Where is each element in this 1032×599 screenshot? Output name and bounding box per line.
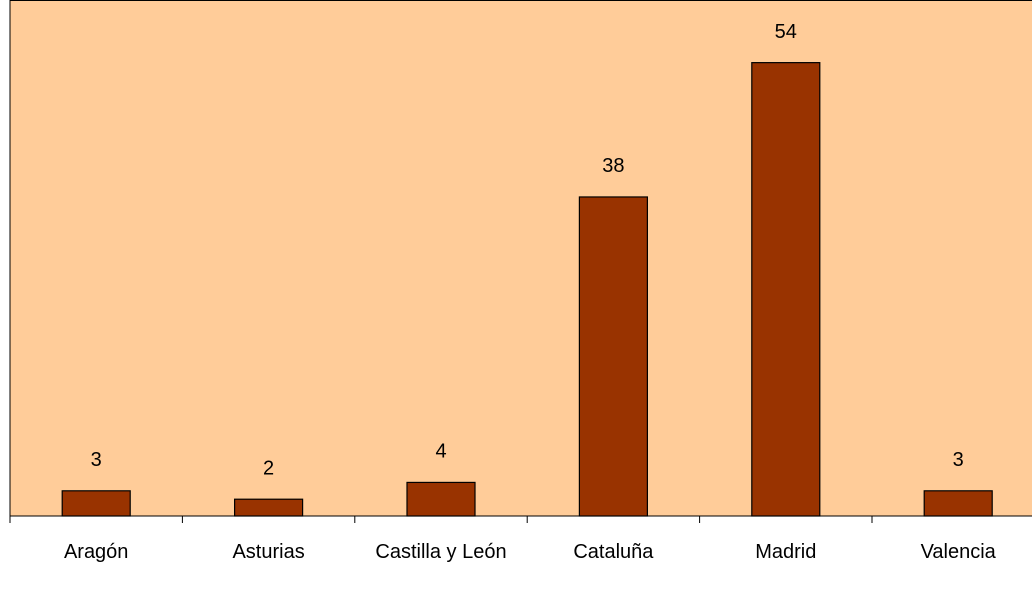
bar	[61, 490, 131, 517]
data-label: 3	[953, 449, 964, 471]
data-label: 2	[263, 457, 274, 479]
data-label: 54	[775, 21, 797, 43]
bar	[578, 196, 649, 517]
x-tick-label: Aragón	[63, 541, 129, 563]
bar	[406, 481, 476, 517]
bar	[751, 62, 821, 517]
bar	[234, 498, 304, 517]
data-label: 4	[435, 441, 446, 463]
x-tick-label: Madrid	[755, 541, 817, 563]
x-tick-label: Castilla y León	[375, 541, 507, 563]
plot-area	[9, 0, 1032, 517]
x-tick-label: Cataluña	[573, 541, 654, 563]
x-tick-label: Asturias	[232, 541, 305, 563]
data-label: 3	[91, 449, 102, 471]
bar	[923, 490, 993, 517]
data-label: 38	[602, 155, 624, 177]
x-tick-label: Valencia	[920, 541, 996, 563]
